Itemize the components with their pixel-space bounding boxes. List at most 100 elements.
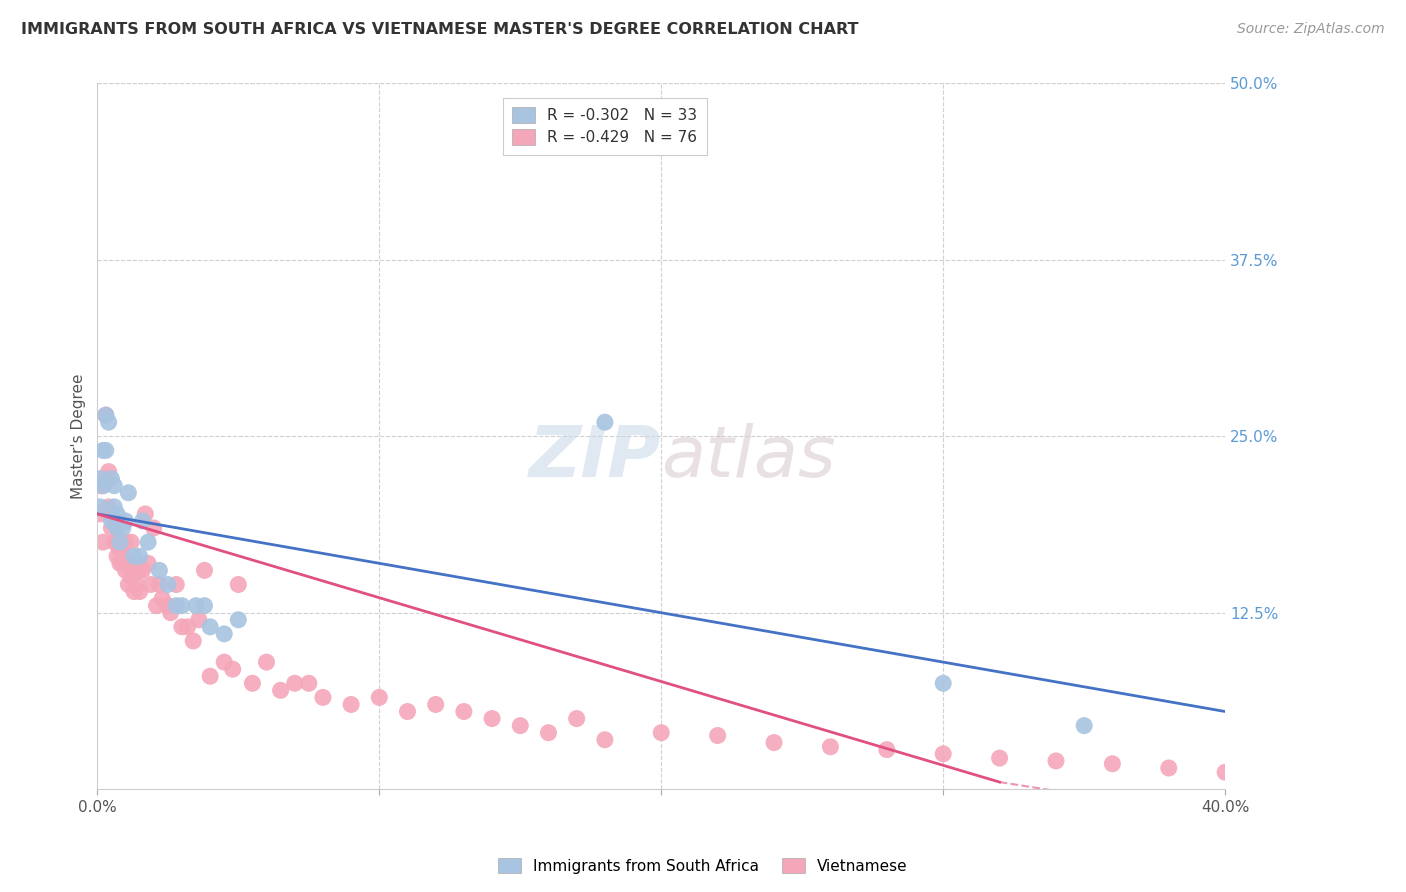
Point [425,698,447,712]
Point [932,747,955,761]
Point [453,705,475,719]
Point [103,535,125,549]
Point [105,507,128,521]
Y-axis label: Master's Degree: Master's Degree [72,374,86,499]
Point [148,577,170,591]
Point [94,408,117,422]
Point [156,599,179,613]
Legend: R = -0.302   N = 33, R = -0.429   N = 76: R = -0.302 N = 33, R = -0.429 N = 76 [503,98,707,154]
Point [198,620,221,634]
Point [368,690,391,705]
Point [100,507,122,521]
Point [170,620,193,634]
Point [108,542,131,557]
Point [1213,765,1236,780]
Point [117,485,139,500]
Point [145,599,167,613]
Point [593,415,616,429]
Text: IMMIGRANTS FROM SOUTH AFRICA VS VIETNAMESE MASTER'S DEGREE CORRELATION CHART: IMMIGRANTS FROM SOUTH AFRICA VS VIETNAME… [21,22,859,37]
Point [128,549,150,564]
Text: ZIP: ZIP [529,423,661,492]
Point [89,472,111,486]
Point [103,478,125,492]
Point [108,557,131,571]
Point [1073,718,1095,732]
Point [228,577,250,591]
Point [139,577,162,591]
Point [270,683,292,698]
Point [91,478,114,492]
Point [114,563,136,577]
Point [176,620,198,634]
Point [120,535,142,549]
Point [193,563,215,577]
Point [159,606,181,620]
Point [103,500,125,514]
Point [228,613,250,627]
Point [97,415,120,429]
Point [105,521,128,535]
Point [94,408,117,422]
Point [298,676,321,690]
Text: Source: ZipAtlas.com: Source: ZipAtlas.com [1237,22,1385,37]
Point [340,698,363,712]
Point [136,557,159,571]
Point [988,751,1011,765]
Point [565,712,588,726]
Point [481,712,503,726]
Point [142,521,165,535]
Point [114,535,136,549]
Point [820,739,842,754]
Point [89,507,111,521]
Point [1157,761,1180,775]
Point [91,443,114,458]
Point [148,563,170,577]
Point [122,549,145,564]
Point [256,655,278,669]
Point [1101,756,1123,771]
Point [165,599,187,613]
Point [706,729,728,743]
Point [312,690,335,705]
Point [136,535,159,549]
Point [184,599,207,613]
Point [198,669,221,683]
Point [181,634,204,648]
Legend: Immigrants from South Africa, Vietnamese: Immigrants from South Africa, Vietnamese [492,852,914,880]
Point [91,535,114,549]
Point [650,725,672,739]
Point [100,514,122,528]
Point [122,584,145,599]
Point [105,535,128,549]
Point [932,676,955,690]
Point [111,557,134,571]
Point [134,507,156,521]
Point [131,563,153,577]
Point [537,725,560,739]
Point [100,472,122,486]
Point [763,735,786,749]
Point [120,570,142,584]
Point [212,655,235,669]
Point [114,514,136,528]
Point [111,521,134,535]
Point [212,627,235,641]
Point [242,676,264,690]
Point [165,577,187,591]
Point [111,549,134,564]
Point [122,563,145,577]
Point [117,577,139,591]
Point [128,584,150,599]
Point [94,443,117,458]
Point [1045,754,1067,768]
Point [170,599,193,613]
Point [103,514,125,528]
Point [105,549,128,564]
Point [396,705,419,719]
Point [108,535,131,549]
Point [187,613,209,627]
Point [89,478,111,492]
Point [97,500,120,514]
Point [593,732,616,747]
Point [91,478,114,492]
